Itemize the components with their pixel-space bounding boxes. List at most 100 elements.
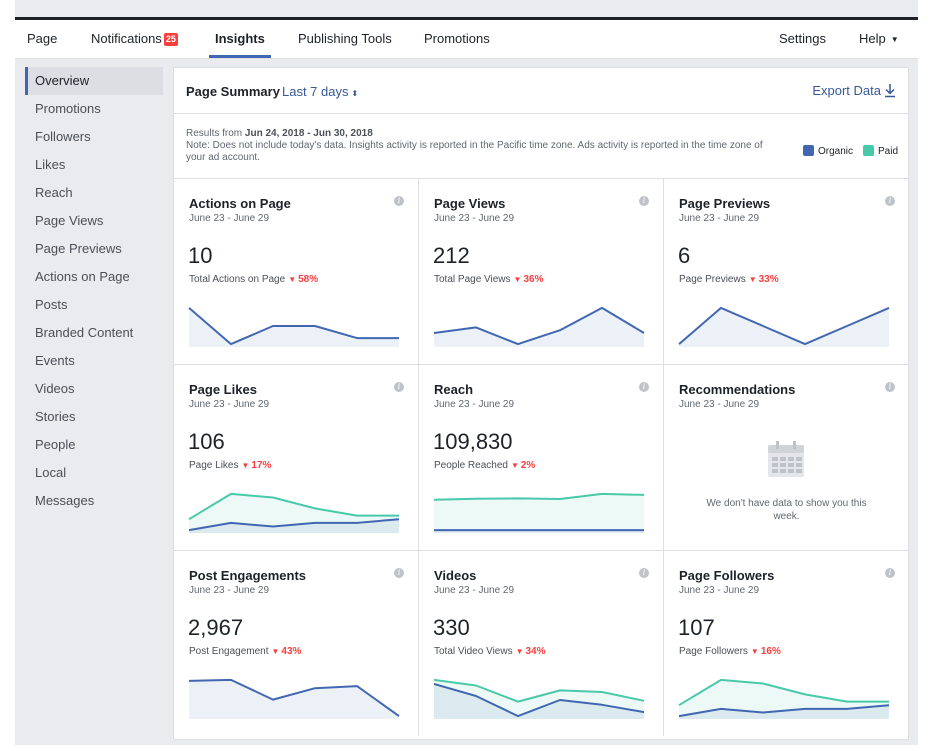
sidebar-item-likes[interactable]: Likes: [35, 157, 66, 172]
info-icon[interactable]: i: [885, 568, 895, 578]
tab-insights[interactable]: Insights: [209, 20, 271, 58]
sidebar-item-actions-on-page[interactable]: Actions on Page: [35, 269, 130, 284]
info-icon[interactable]: i: [394, 568, 404, 578]
legend-label-paid: Paid: [877, 146, 898, 157]
card-title: Page Likes: [189, 382, 257, 397]
card-actions-on-page[interactable]: Actions on Page June 23 - June 29 i 10 Total…: [174, 178, 419, 364]
card-value: 330: [433, 615, 470, 640]
card-date-range: June 23 - June 29: [434, 399, 515, 410]
card-metric-label: Total Video Views ▼ 34%: [434, 646, 546, 657]
card-change-percent: 2%: [520, 460, 536, 471]
sidebar-item-page-previews[interactable]: Page Previews: [35, 241, 122, 256]
down-arrow-icon: ▼: [513, 275, 522, 284]
sidebar-item-stories[interactable]: Stories: [35, 409, 76, 424]
card-metric-name: People Reached: [434, 460, 508, 471]
tab-notifications[interactable]: Notifications 25: [91, 20, 178, 58]
card-title: Recommendations: [679, 382, 796, 397]
settings-link[interactable]: Settings: [779, 31, 826, 46]
legend-label-organic: Organic: [817, 146, 853, 157]
card-value: 2,967: [188, 615, 244, 640]
sidebar-item-videos[interactable]: Videos: [35, 381, 75, 396]
sparkline-area: [434, 493, 644, 533]
legend-swatch-paid: [862, 145, 874, 156]
card-metric-name: Post Engagement: [189, 646, 269, 657]
card-page-views[interactable]: Page Views June 23 - June 29 i 212 Total Pag…: [419, 178, 664, 364]
info-icon[interactable]: i: [885, 382, 895, 392]
sparkline-area: [434, 307, 644, 347]
card-videos[interactable]: Videos June 23 - June 29 i 330 Total Video V…: [419, 550, 664, 736]
sidebar-item-followers[interactable]: Followers: [35, 129, 91, 144]
down-arrow-icon: ▼: [288, 275, 297, 284]
card-metric-name: Page Followers: [679, 646, 748, 657]
chart-legend: Organic Paid: [802, 145, 898, 157]
sparkline-chart: [433, 306, 645, 347]
top-divider: [15, 17, 918, 20]
card-date-range: June 23 - June 29: [679, 213, 760, 224]
date-range-selector[interactable]: Last 7 days ⬍: [282, 84, 358, 99]
sparkline-line: [433, 678, 645, 703]
card-value: 107: [678, 615, 715, 640]
info-icon[interactable]: i: [394, 196, 404, 206]
down-arrow-icon: ▼: [510, 461, 519, 470]
down-arrow-icon: ▼: [241, 461, 250, 470]
sidebar-item-reach[interactable]: Reach: [35, 185, 73, 200]
chevron-down-icon: ▼: [890, 35, 899, 44]
sidebar-item-events[interactable]: Events: [35, 353, 75, 368]
sidebar-item-promotions[interactable]: Promotions: [35, 101, 101, 116]
sidebar-item-overview[interactable]: Overview: [25, 67, 163, 95]
sparkline-line: [188, 307, 399, 346]
card-post-engagements[interactable]: Post Engagements June 23 - June 29 i 2,967 P…: [174, 550, 419, 736]
info-icon[interactable]: i: [394, 382, 404, 392]
card-metric-label: Page Previews ▼ 33%: [679, 274, 779, 285]
sparkline-line: [678, 678, 889, 707]
sidebar-item-people[interactable]: People: [35, 437, 76, 452]
sidebar-item-messages[interactable]: Messages: [35, 493, 95, 508]
card-page-previews[interactable]: Page Previews June 23 - June 29 i 6 Page Pre…: [664, 178, 909, 364]
card-page-followers[interactable]: Page Followers June 23 - June 29 i 107 Page …: [664, 550, 909, 736]
card-title: Reach: [434, 382, 474, 397]
sparkline-chart: [433, 678, 645, 719]
card-change-percent: 17%: [251, 460, 272, 471]
card-metric-label: Total Actions on Page ▼ 58%: [189, 274, 318, 285]
tab-notifications-label: Notifications: [91, 31, 162, 46]
sidebar-item-posts[interactable]: Posts: [35, 297, 68, 312]
card-metric-name: Page Previews: [679, 274, 746, 285]
down-arrow-icon: ▼: [750, 647, 759, 656]
down-arrow-icon: ▼: [748, 275, 757, 284]
sidebar-item-page-views[interactable]: Page Views: [35, 213, 104, 228]
empty-state-message: We don't have data to show you this week…: [706, 498, 867, 522]
results-prefix: Results from: [186, 128, 243, 139]
info-icon[interactable]: i: [885, 196, 895, 206]
date-range-label: Last 7 days: [282, 84, 349, 99]
card-date-range: June 23 - June 29: [679, 585, 760, 596]
card-value: 6: [678, 243, 691, 268]
sparkline-area: [189, 679, 399, 719]
sparkline-line: [433, 306, 645, 346]
card-page-likes[interactable]: Page Likes June 23 - June 29 i 106 Page Like…: [174, 364, 419, 550]
card-recommendations[interactable]: Recommendations June 23 - June 29 i We don'…: [664, 364, 909, 550]
info-icon[interactable]: i: [639, 196, 649, 206]
card-date-range: June 23 - June 29: [189, 399, 270, 410]
card-change-percent: 36%: [523, 274, 544, 285]
info-icon[interactable]: i: [639, 382, 649, 392]
tab-page[interactable]: Page: [27, 31, 58, 46]
info-icon[interactable]: i: [639, 568, 649, 578]
tab-promotions[interactable]: Promotions: [424, 31, 490, 46]
sparkline-line: [678, 306, 890, 346]
help-menu[interactable]: Help ▼: [859, 20, 899, 58]
card-value: 10: [188, 243, 213, 268]
card-title: Page Followers: [679, 568, 775, 583]
sidebar-item-local[interactable]: Local: [35, 465, 67, 480]
card-title: Page Previews: [679, 196, 771, 211]
card-reach[interactable]: Reach June 23 - June 29 i 109,830 People Rea…: [419, 364, 664, 550]
page-summary-title: Page Summary: [186, 84, 280, 99]
card-value: 109,830: [433, 429, 513, 454]
results-note: Results from Jun 24, 2018 - Jun 30, 2018…: [186, 128, 766, 164]
tab-publishing-tools[interactable]: Publishing Tools: [298, 31, 392, 46]
export-data-link[interactable]: Export Data: [812, 83, 896, 98]
down-arrow-icon: ▼: [271, 647, 280, 656]
card-metric-name: Page Likes: [189, 460, 239, 471]
sidebar-item-branded-content[interactable]: Branded Content: [35, 325, 134, 340]
sparkline-chart: [188, 678, 400, 719]
card-date-range: June 23 - June 29: [434, 213, 515, 224]
